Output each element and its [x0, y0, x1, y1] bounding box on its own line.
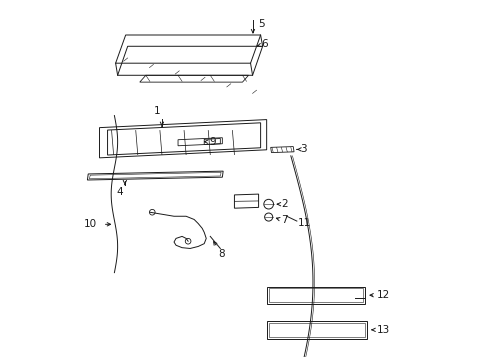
- Text: 5: 5: [257, 19, 264, 29]
- Text: 7: 7: [281, 215, 287, 225]
- Text: 10: 10: [83, 219, 96, 229]
- Text: 13: 13: [376, 325, 389, 335]
- Text: 6: 6: [261, 39, 267, 49]
- Text: 1: 1: [153, 106, 160, 116]
- Text: 4: 4: [116, 187, 122, 197]
- Text: 3: 3: [300, 144, 306, 154]
- Text: 2: 2: [281, 199, 287, 209]
- Text: 9: 9: [209, 137, 215, 147]
- Text: 8: 8: [218, 249, 224, 259]
- Text: 11: 11: [298, 219, 311, 229]
- Text: 12: 12: [376, 290, 389, 300]
